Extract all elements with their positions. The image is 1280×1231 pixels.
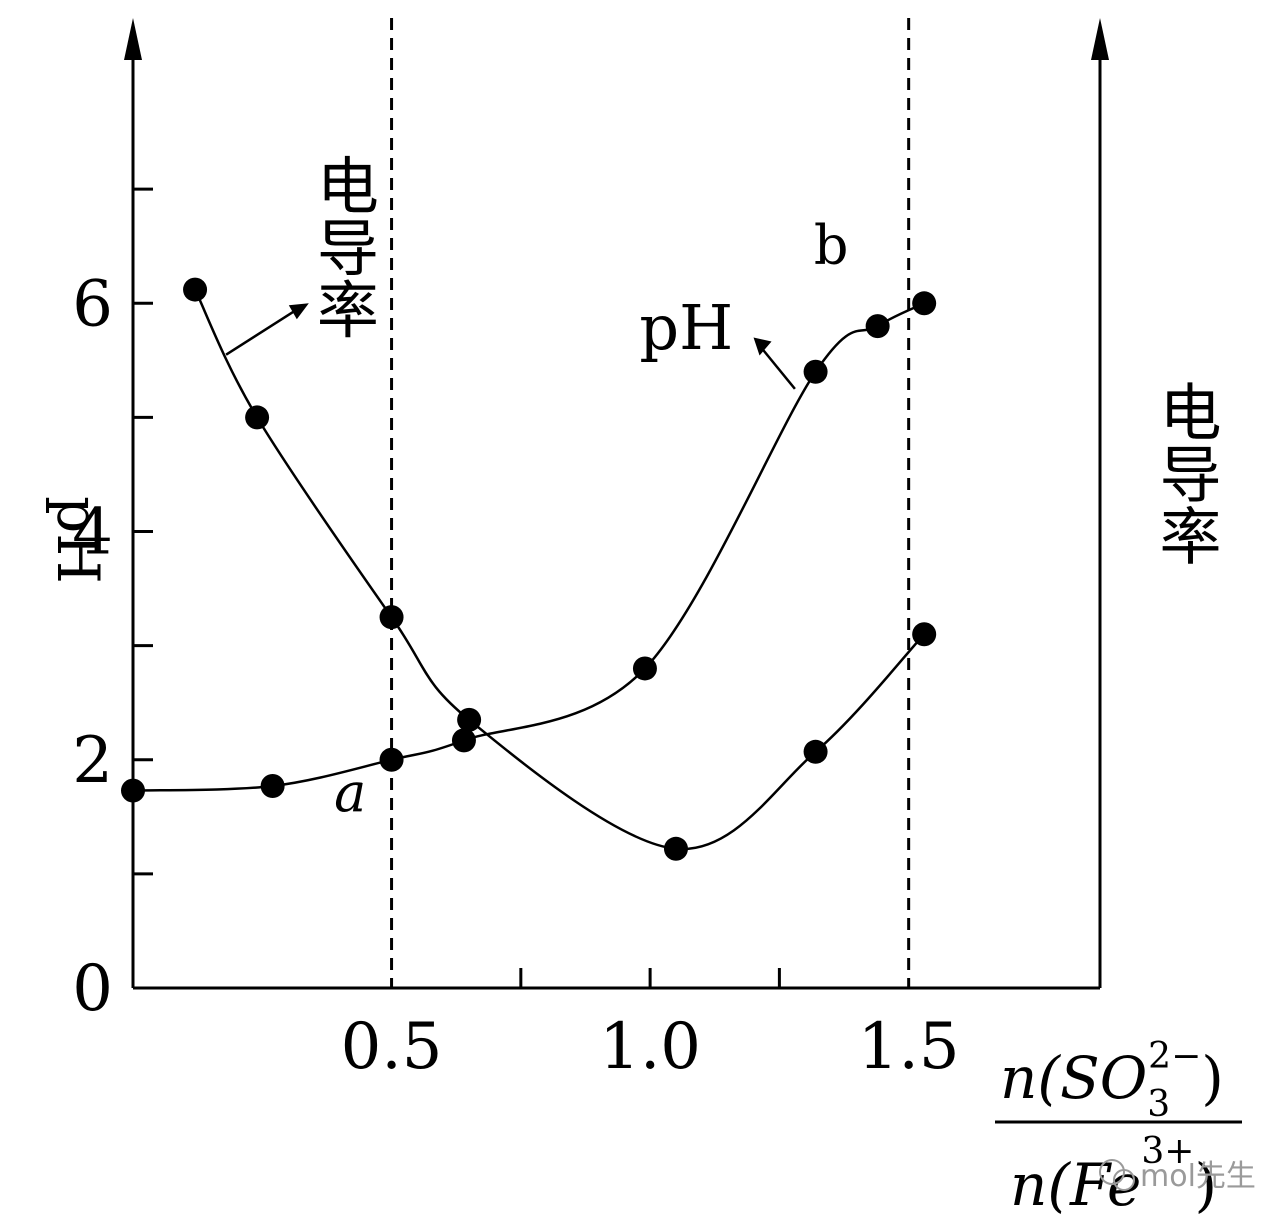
x-label-den-close: ) <box>1194 1151 1217 1219</box>
conductivity-point <box>663 836 688 861</box>
tick-labels: 0 2 4 6 0.5 1.0 1.5 <box>72 267 959 1084</box>
watermark-text: mol先生 <box>1140 1159 1256 1194</box>
axes <box>124 18 1109 990</box>
y-tick-label: 0 <box>72 952 113 1026</box>
x-tick-label: 0.5 <box>341 1010 443 1084</box>
conductivity-point <box>245 405 270 430</box>
ph-point <box>632 656 657 681</box>
ph-arrowhead <box>753 337 772 356</box>
y-axis-label-left: pH <box>44 496 112 584</box>
ph-point <box>803 359 828 384</box>
ph-curve <box>132 302 925 792</box>
series-points <box>121 277 937 861</box>
conductivity-point <box>803 739 828 764</box>
x-label-den-n: n(Fe <box>1010 1151 1141 1219</box>
watermark: mol先生 <box>1099 1159 1256 1194</box>
point-label: a <box>334 761 366 824</box>
ph-arrow <box>758 344 796 390</box>
x-axis-label: n(SO3 2−) n(Fe3+) <box>995 1036 1242 1219</box>
x-label-num-sup: 2− <box>1148 1036 1201 1077</box>
ph-point <box>260 774 285 799</box>
annotations: 电导率 pH a b <box>225 153 849 824</box>
point-label: b <box>814 213 849 276</box>
ph-point <box>912 291 937 316</box>
x-label-num-n: n(SO <box>1000 1044 1147 1112</box>
conductivity-label: 电导率 <box>306 153 379 339</box>
conductivity-point <box>457 707 482 732</box>
svg-text:n(Fe3+): n(Fe3+) <box>1010 1131 1217 1219</box>
y-axis-left-arrow <box>124 18 142 60</box>
conductivity-point <box>183 277 208 302</box>
ph-label: pH <box>639 291 733 364</box>
x-label-num-close: ) <box>1201 1044 1224 1112</box>
y-axis-right-arrow <box>1091 18 1109 60</box>
y-tick-label: 2 <box>72 724 113 798</box>
ph-point <box>379 747 404 772</box>
ticks <box>133 187 781 988</box>
x-label-den-sup: 3+ <box>1141 1131 1194 1172</box>
conductivity-arrowhead <box>288 303 309 320</box>
y-axis-label-right: 电导率 <box>1149 380 1222 566</box>
x-label-num-sub: 3 <box>1147 1084 1170 1125</box>
ph-point <box>451 728 476 753</box>
x-tick-label: 1.0 <box>599 1010 701 1084</box>
ph-point <box>121 778 145 803</box>
conductivity-point <box>379 605 404 630</box>
conductivity-point <box>912 622 937 647</box>
ph-point <box>865 314 890 339</box>
conductivity-arrow <box>225 307 300 356</box>
y-tick-label: 6 <box>72 267 113 341</box>
reference-lines <box>390 18 911 988</box>
y-tick-label: 4 <box>72 496 113 570</box>
svg-text:n(SO32−): n(SO3 2−) <box>1000 1036 1224 1125</box>
x-tick-label: 1.5 <box>858 1010 960 1084</box>
